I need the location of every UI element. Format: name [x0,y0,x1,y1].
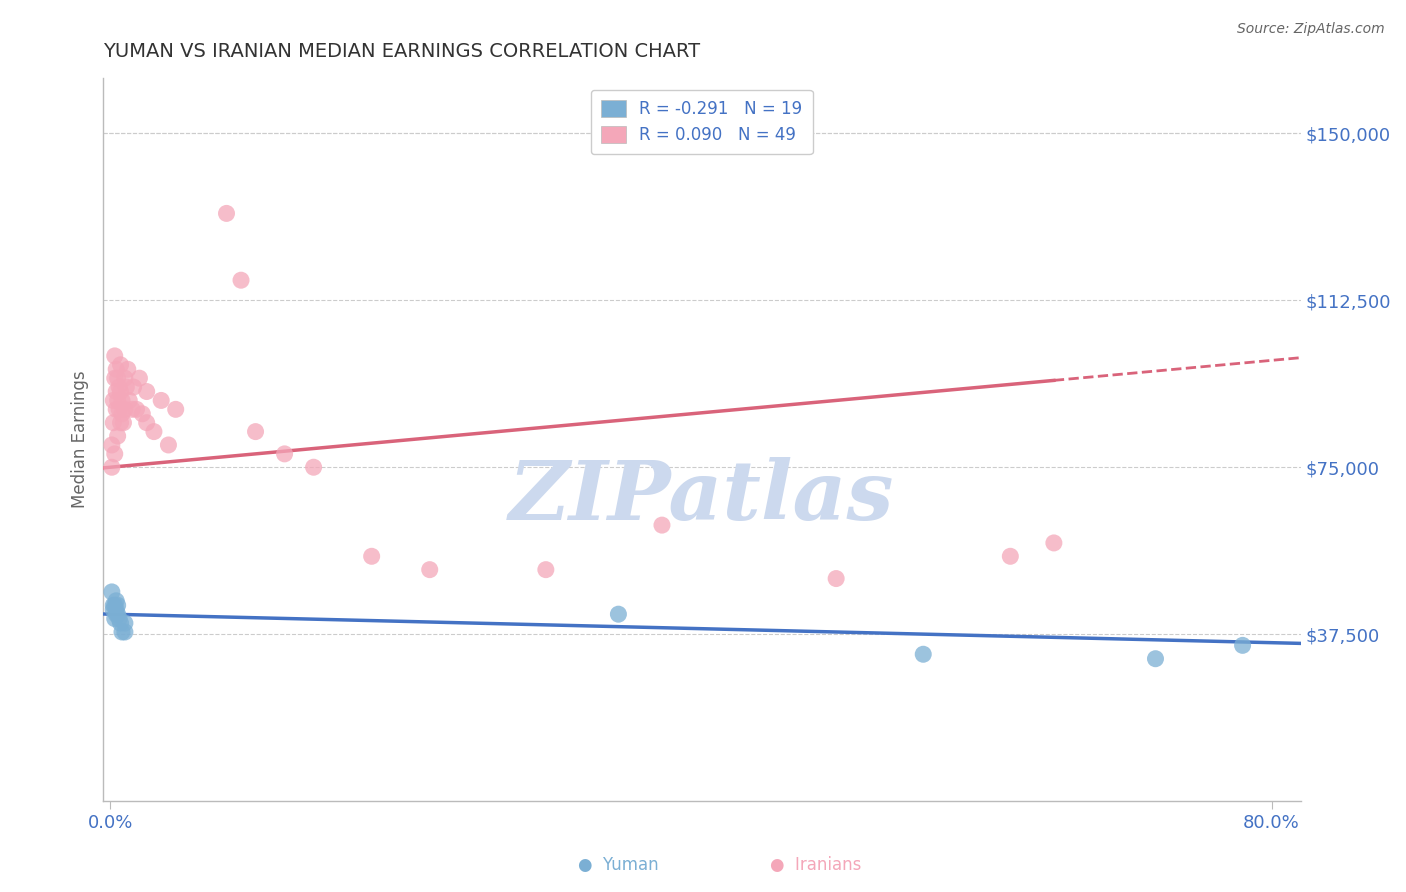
Point [121,402,143,417]
Point [825,572,848,586]
Point [229,273,252,287]
Point [245,425,267,439]
Text: ZIPatlas: ZIPatlas [509,458,894,537]
Point [108,402,131,417]
Point [108,380,131,394]
Point [105,402,128,417]
Point [607,607,630,622]
Point [111,625,134,640]
Point [105,603,128,617]
Point [110,616,132,631]
Point [112,416,135,430]
Point [103,416,125,430]
Point [107,429,129,443]
Point [131,407,153,421]
Point [110,358,132,372]
Point [128,371,150,385]
Point [104,349,127,363]
Point [101,585,124,599]
Point [1000,549,1022,564]
Point [107,371,129,385]
Point [302,460,325,475]
Point [165,402,187,417]
Point [122,380,145,394]
Point [142,425,165,439]
Point [104,599,127,613]
Point [110,384,132,399]
Point [1144,651,1167,665]
Point [101,460,124,475]
Point [107,599,129,613]
Point [103,603,125,617]
Point [111,393,134,408]
Point [117,362,139,376]
Point [215,206,238,220]
Text: ●  Yuman: ● Yuman [578,856,659,874]
Legend: R = -0.291   N = 19, R = 0.090   N = 49: R = -0.291 N = 19, R = 0.090 N = 49 [591,89,813,154]
Point [103,599,125,613]
Point [135,384,157,399]
Point [534,563,557,577]
Point [104,447,127,461]
Point [104,371,127,385]
Text: YUMAN VS IRANIAN MEDIAN EARNINGS CORRELATION CHART: YUMAN VS IRANIAN MEDIAN EARNINGS CORRELA… [103,42,700,61]
Point [1232,638,1254,652]
Text: ●  Iranians: ● Iranians [770,856,860,874]
Point [104,612,127,626]
Point [651,518,673,533]
Point [912,647,935,661]
Point [157,438,180,452]
Point [114,616,136,631]
Point [1043,536,1066,550]
Point [110,416,132,430]
Point [105,362,128,376]
Point [419,563,441,577]
Point [150,393,173,408]
Point [108,612,131,626]
Point [107,393,129,408]
Point [105,384,128,399]
Point [105,594,128,608]
Point [114,402,136,417]
Text: Source: ZipAtlas.com: Source: ZipAtlas.com [1237,22,1385,37]
Point [101,438,124,452]
Point [114,371,136,385]
Point [360,549,382,564]
Point [114,625,136,640]
Y-axis label: Median Earnings: Median Earnings [72,370,89,508]
Point [115,380,138,394]
Point [105,607,128,622]
Point [135,416,157,430]
Point [111,407,134,421]
Point [118,393,141,408]
Point [125,402,148,417]
Point [103,393,125,408]
Point [107,607,129,622]
Point [273,447,295,461]
